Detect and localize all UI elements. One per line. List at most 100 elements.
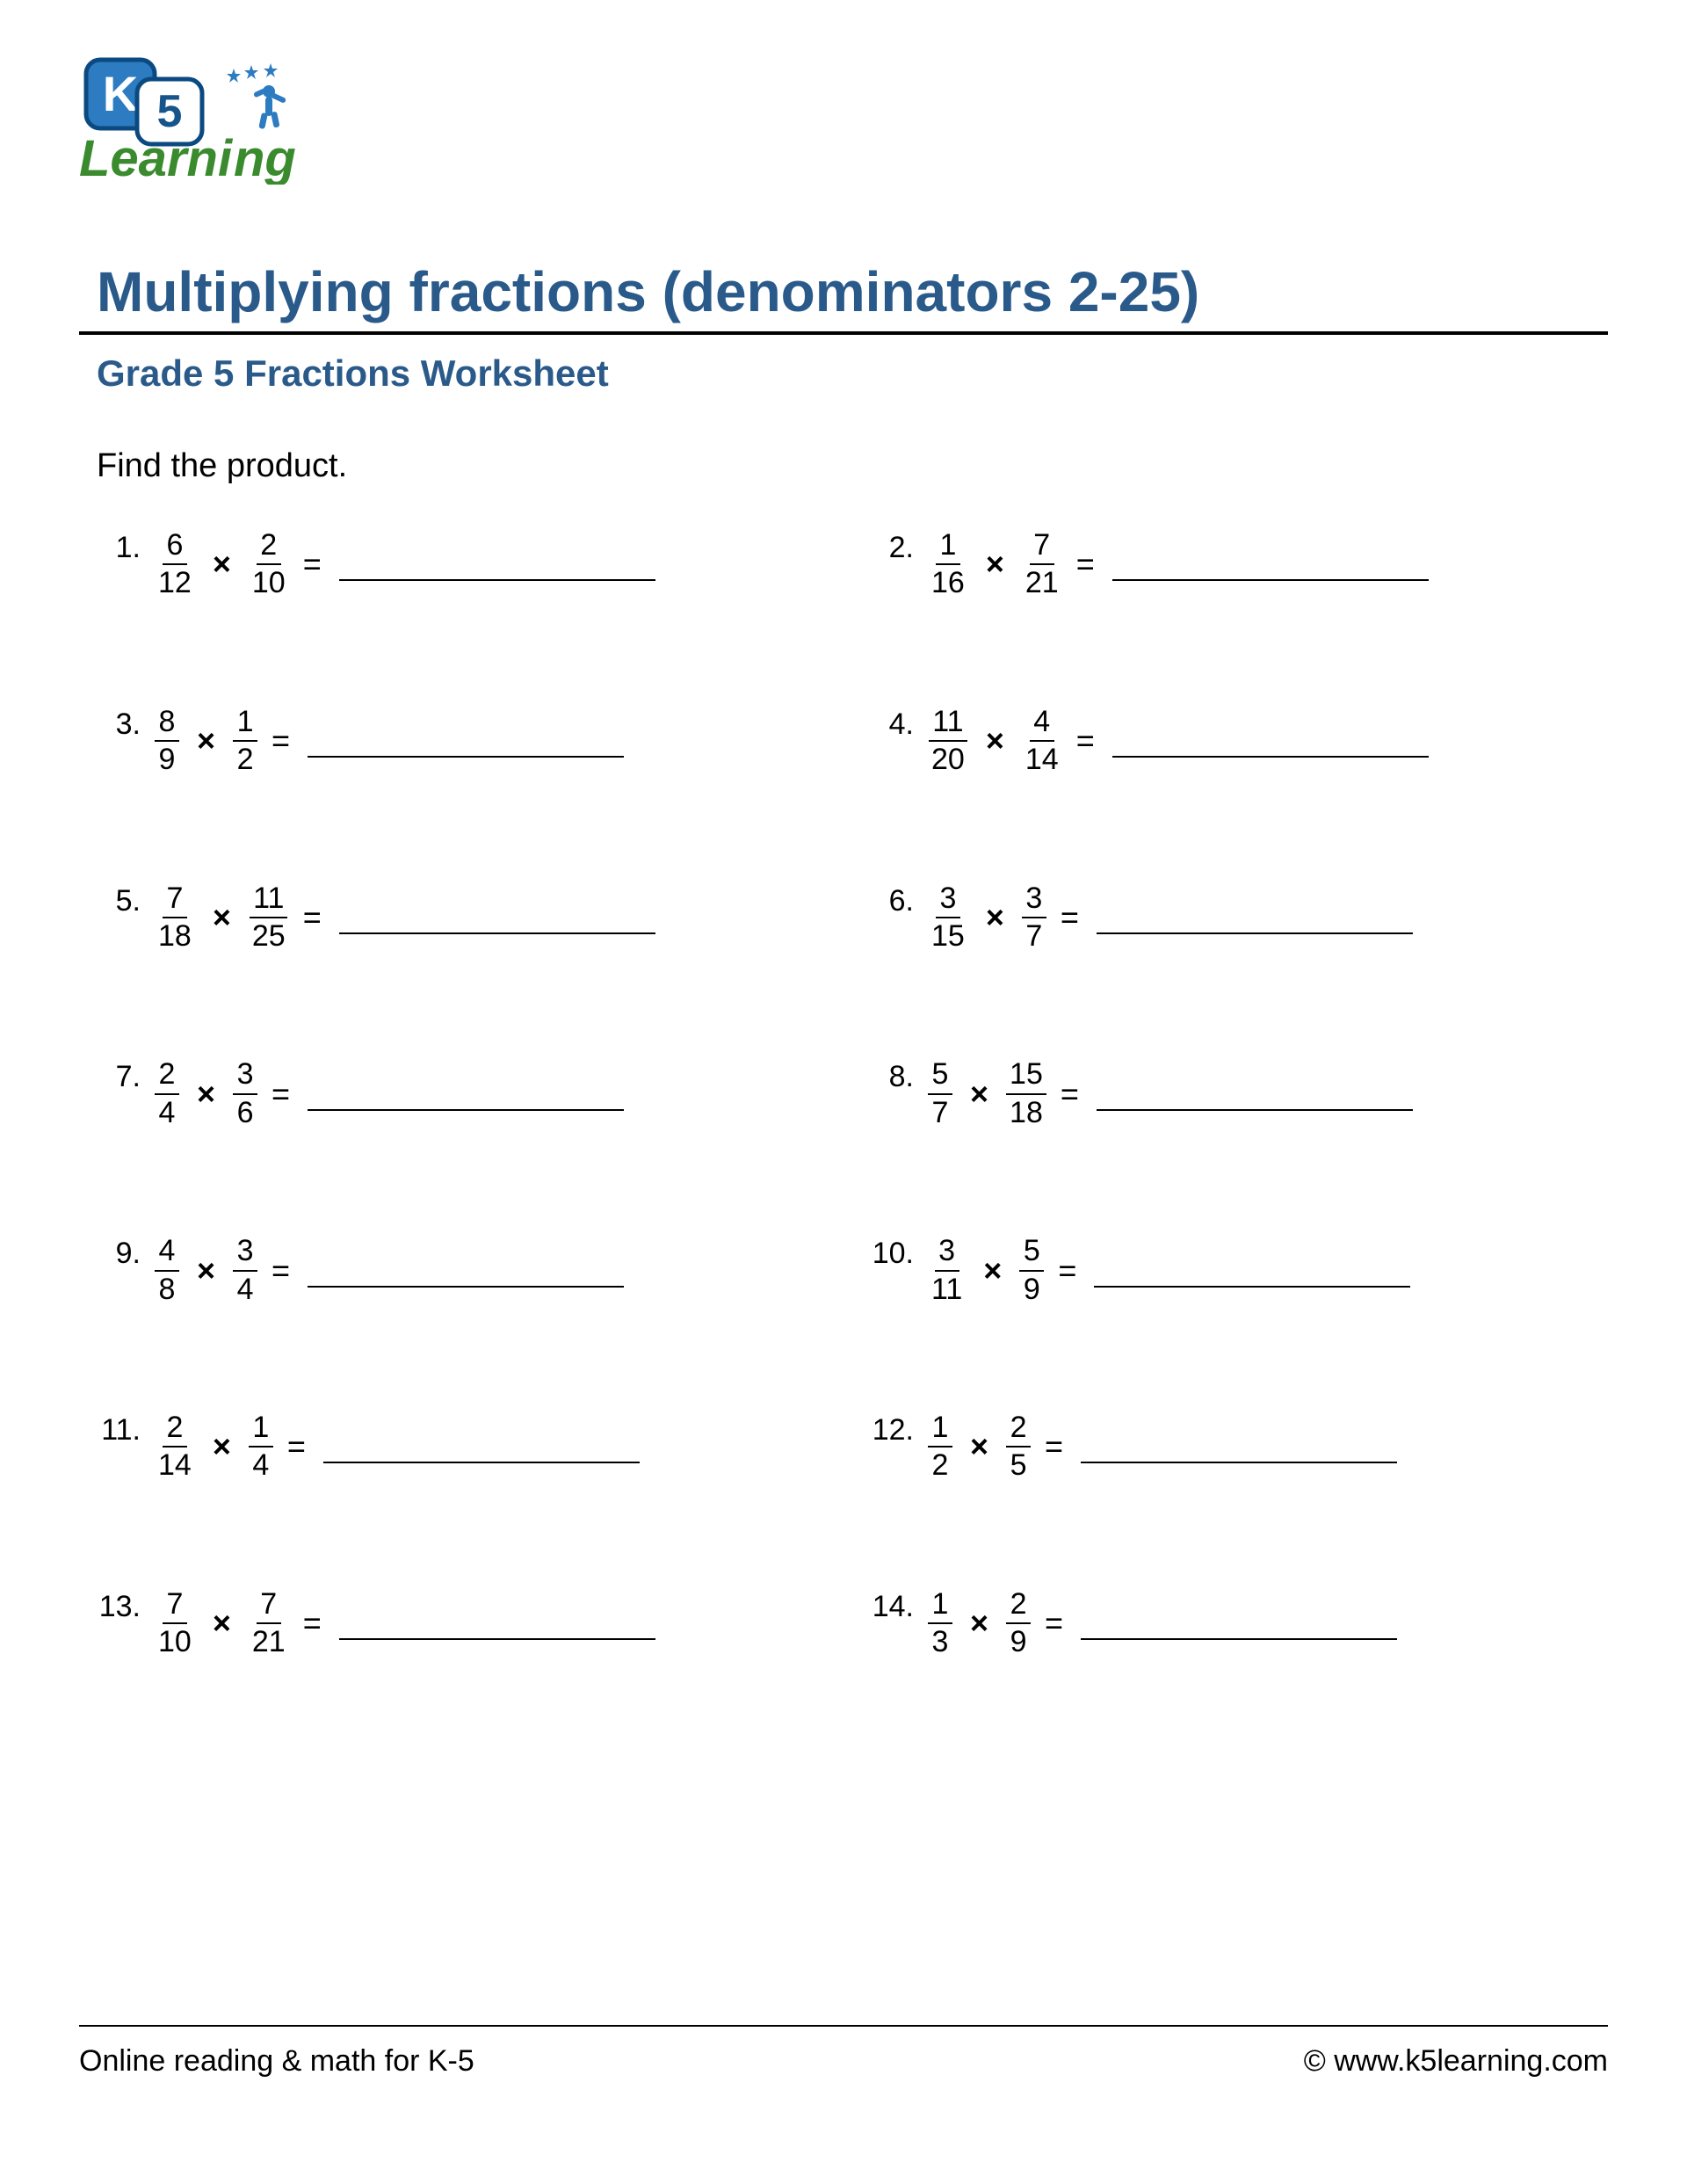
fraction-b-numerator: 2 — [257, 529, 281, 565]
problem-number: 6. — [870, 882, 923, 918]
fraction-b-denominator: 18 — [1006, 1095, 1046, 1129]
fraction-b-numerator: 11 — [250, 882, 287, 918]
problem: 4.1120×414= — [870, 706, 1608, 777]
answer-blank[interactable] — [323, 1462, 640, 1463]
problem-number: 13. — [97, 1588, 149, 1624]
footer-left-text: Online reading & math for K-5 — [79, 2044, 474, 2079]
fraction-b-denominator: 4 — [249, 1448, 273, 1482]
fraction-b-numerator: 7 — [257, 1588, 281, 1624]
times-operator: × — [197, 1252, 215, 1289]
answer-blank[interactable] — [1097, 932, 1413, 934]
problem-number: 14. — [870, 1588, 923, 1624]
fraction-a-numerator: 7 — [163, 882, 187, 918]
times-operator: × — [213, 1605, 231, 1642]
fraction-a: 116 — [928, 529, 968, 600]
fraction-a-denominator: 18 — [155, 918, 195, 953]
fraction-a-denominator: 4 — [155, 1095, 179, 1129]
answer-blank[interactable] — [339, 1638, 655, 1640]
problem-number: 1. — [97, 529, 149, 565]
fraction-b: 14 — [249, 1411, 273, 1483]
svg-text:i: i — [218, 130, 234, 185]
problem-number: 10. — [870, 1235, 923, 1271]
fraction-b-numerator: 2 — [1006, 1411, 1031, 1448]
equals-sign: = — [1045, 1605, 1063, 1642]
fraction-b: 1518 — [1006, 1058, 1046, 1129]
equals-sign: = — [303, 546, 322, 583]
svg-text:ng: ng — [234, 130, 296, 185]
times-operator: × — [213, 546, 231, 583]
answer-blank[interactable] — [339, 579, 655, 581]
fraction-a-denominator: 2 — [928, 1448, 952, 1482]
fraction-b-numerator: 5 — [1019, 1235, 1044, 1271]
problems-grid: 1.612×210=2.116×721=3.89×12=4.1120×414=5… — [79, 529, 1608, 1658]
answer-blank[interactable] — [1094, 1286, 1410, 1288]
fraction-b: 210 — [249, 529, 289, 600]
fraction-a: 311 — [928, 1235, 966, 1306]
fraction-a: 57 — [928, 1058, 952, 1129]
fraction-a-numerator: 1 — [928, 1411, 952, 1448]
fraction-b-denominator: 14 — [1022, 742, 1062, 776]
answer-blank[interactable] — [308, 756, 624, 758]
page-subtitle: Grade 5 Fractions Worksheet — [79, 352, 1608, 395]
problem: 7.24×36= — [97, 1058, 835, 1129]
problem-number: 7. — [97, 1058, 149, 1094]
fraction-a-numerator: 4 — [155, 1235, 179, 1271]
answer-blank[interactable] — [1112, 756, 1429, 758]
times-operator: × — [970, 1605, 988, 1642]
fraction-b-numerator: 3 — [233, 1235, 257, 1271]
times-operator: × — [983, 1252, 1002, 1289]
page-title: Multiplying fractions (denominators 2-25… — [79, 259, 1608, 335]
fraction-a-denominator: 11 — [928, 1272, 966, 1306]
equals-sign: = — [303, 899, 322, 936]
equals-sign: = — [1045, 1428, 1063, 1465]
problem: 8.57×1518= — [870, 1058, 1608, 1129]
fraction-a-numerator: 2 — [163, 1411, 187, 1448]
times-operator: × — [986, 722, 1004, 759]
problem-number: 2. — [870, 529, 923, 565]
fraction-b: 36 — [233, 1058, 257, 1129]
equals-sign: = — [1061, 899, 1079, 936]
fraction-b-numerator: 1 — [249, 1411, 273, 1448]
equals-sign: = — [272, 722, 290, 759]
instruction-text: Find the product. — [79, 447, 1608, 485]
problem: 5.718×1125= — [97, 882, 835, 954]
fraction-b-numerator: 15 — [1006, 1058, 1046, 1094]
k5learning-logo-icon: K 5 Learn i ng — [79, 53, 378, 185]
times-operator: × — [213, 899, 231, 936]
problem-number: 8. — [870, 1058, 923, 1094]
problem: 14.13×29= — [870, 1588, 1608, 1659]
equals-sign: = — [272, 1076, 290, 1113]
fraction-a-numerator: 8 — [155, 706, 179, 742]
problem: 6.315×37= — [870, 882, 1608, 954]
fraction-a-numerator: 7 — [163, 1588, 187, 1624]
answer-blank[interactable] — [1081, 1638, 1397, 1640]
fraction-a: 315 — [928, 882, 968, 954]
answer-blank[interactable] — [1081, 1462, 1397, 1463]
fraction-b-numerator: 1 — [233, 706, 257, 742]
fraction-b: 29 — [1006, 1588, 1031, 1659]
problem-number: 12. — [870, 1411, 923, 1448]
fraction-b-denominator: 4 — [233, 1272, 257, 1306]
answer-blank[interactable] — [308, 1286, 624, 1288]
fraction-b-denominator: 6 — [233, 1095, 257, 1129]
problem-number: 3. — [97, 706, 149, 742]
answer-blank[interactable] — [339, 932, 655, 934]
answer-blank[interactable] — [1097, 1109, 1413, 1111]
fraction-a-denominator: 8 — [155, 1272, 179, 1306]
fraction-a-numerator: 1 — [936, 529, 960, 565]
problem-number: 9. — [97, 1235, 149, 1271]
fraction-b-denominator: 21 — [1022, 565, 1062, 599]
fraction-b-denominator: 9 — [1006, 1624, 1031, 1658]
fraction-b-numerator: 7 — [1030, 529, 1054, 565]
times-operator: × — [986, 546, 1004, 583]
answer-blank[interactable] — [1112, 579, 1429, 581]
problem: 11.214×14= — [97, 1411, 835, 1483]
fraction-b: 414 — [1022, 706, 1062, 777]
fraction-a-numerator: 3 — [936, 882, 960, 918]
answer-blank[interactable] — [308, 1109, 624, 1111]
fraction-a-denominator: 15 — [928, 918, 968, 953]
fraction-a: 612 — [155, 529, 195, 600]
fraction-a-denominator: 12 — [155, 565, 195, 599]
fraction-a-denominator: 10 — [155, 1624, 195, 1658]
fraction-a: 214 — [155, 1411, 195, 1483]
